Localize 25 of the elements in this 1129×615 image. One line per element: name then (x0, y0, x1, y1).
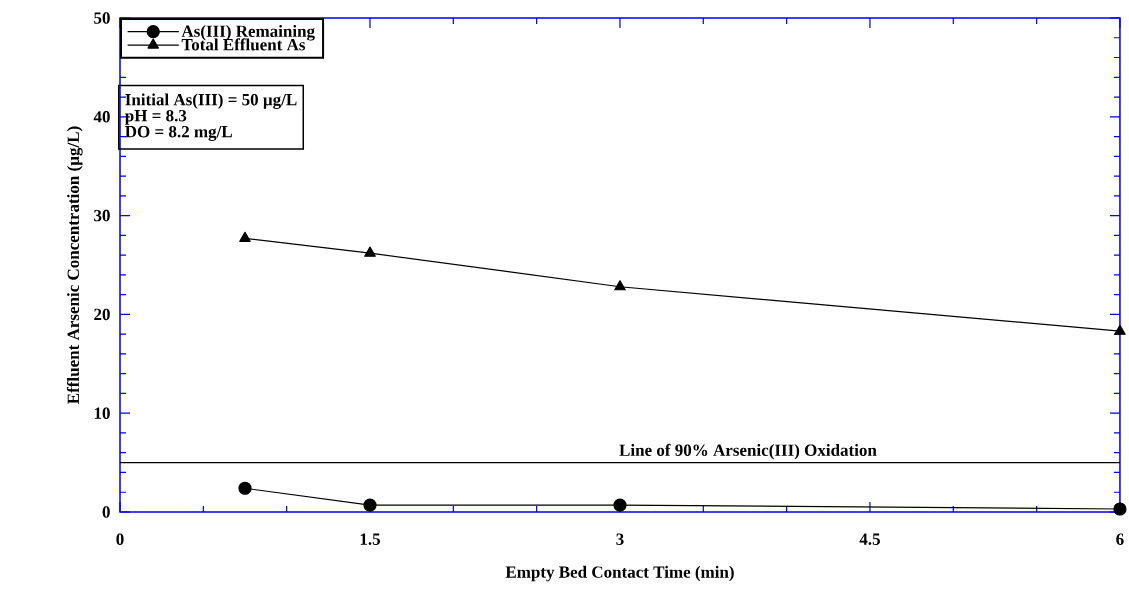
x-tick-label: 1.5 (360, 533, 380, 545)
point (364, 246, 376, 257)
y-tick-label: 40 (93, 111, 110, 123)
x-tick-label: 6 (1116, 533, 1124, 545)
point (613, 498, 627, 512)
annotation: pH = 8.3 (124, 109, 187, 125)
y-tick-label: 30 (94, 209, 110, 222)
y-tick-label: 0 (102, 506, 110, 518)
x-tick-label: 3 (616, 533, 624, 545)
ref-line-label: Line of 90% Arsenic(III) Oxidation (619, 443, 877, 460)
y-tick-label: 10 (94, 407, 110, 419)
x-tick-label: 0 (116, 533, 124, 545)
annotation: DO = 8.2 mg/L (125, 125, 232, 141)
point (1114, 324, 1126, 335)
point (238, 481, 252, 495)
y-tick-label: 50 (94, 12, 110, 24)
x-axis-title: Empty Bed Contact Time (min) (505, 565, 734, 582)
annotation: Initial As(III) = 50 µg/L (125, 93, 297, 109)
x-tick-label: 4.5 (859, 533, 880, 545)
y-tick-label: 20 (94, 308, 110, 321)
point (1113, 502, 1127, 516)
point (363, 498, 377, 512)
point (614, 280, 626, 291)
y-axis-title: Effluent Arsenic Concentration (µg/L) (66, 126, 83, 404)
point (239, 231, 251, 242)
